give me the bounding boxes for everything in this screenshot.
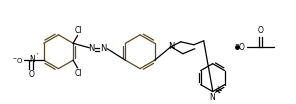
Text: N: N [168, 42, 174, 51]
Text: $^+$: $^+$ [35, 52, 41, 57]
Text: N: N [100, 44, 107, 53]
Text: N: N [29, 55, 35, 64]
Text: $^{-}$O: $^{-}$O [234, 41, 247, 52]
Text: N: N [209, 93, 215, 102]
Text: Cl: Cl [75, 25, 82, 35]
Text: $^+$: $^+$ [216, 85, 221, 91]
Text: O: O [258, 26, 263, 35]
Text: Cl: Cl [75, 69, 82, 78]
Text: O: O [28, 70, 34, 79]
Text: $^{-}$O: $^{-}$O [12, 56, 24, 65]
Text: N: N [88, 44, 94, 53]
